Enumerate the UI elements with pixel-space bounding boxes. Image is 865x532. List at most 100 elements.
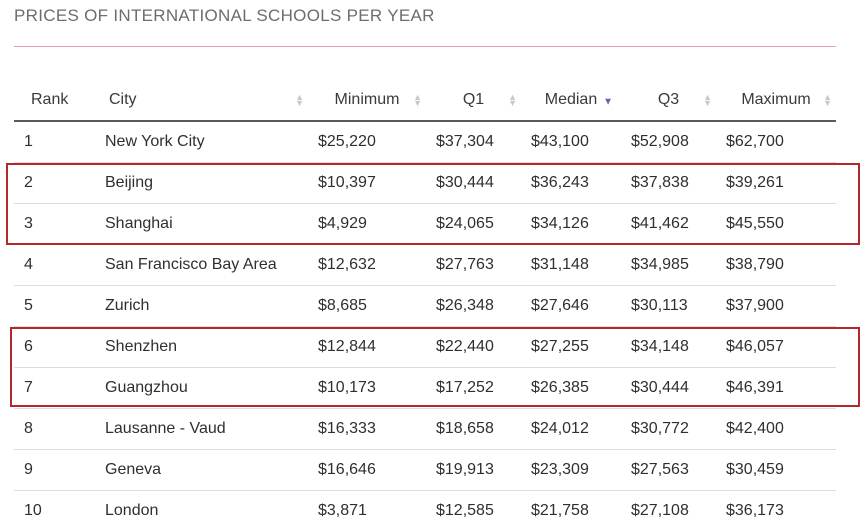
cell-maximum: $46,391 (716, 367, 836, 409)
cell-maximum: $42,400 (716, 408, 836, 450)
cell-rank: 6 (14, 326, 104, 368)
table-row: 7 Guangzhou $10,173 $17,252 $26,385 $30,444 $4… (14, 367, 836, 409)
table-row: 1 New York City $25,220 $37,304 $43,100 $52,9… (14, 121, 836, 163)
cell-median: $24,012 (521, 408, 621, 450)
cell-q3: $27,563 (621, 449, 716, 491)
cell-q1: $26,348 (426, 285, 521, 327)
title-divider (14, 46, 836, 47)
sort-icon[interactable]: ▲ ▼ (823, 92, 832, 108)
sort-descending-icon[interactable]: ▼ (603, 96, 613, 108)
cell-minimum: $10,173 (308, 367, 426, 409)
cell-q3: $27,108 (631, 502, 689, 519)
cell-city: London (105, 502, 159, 519)
cell-city: Geneva (104, 449, 308, 491)
cell-minimum: $16,333 (308, 408, 426, 450)
sort-icon[interactable]: ▲ ▼ (295, 92, 304, 108)
cell-city: Shenzhen (104, 326, 308, 368)
table-row: 3 Shanghai $4,929 $24,065 $34,126 $41,462 $45,… (14, 203, 836, 245)
cell-rank: 1 (14, 121, 104, 163)
cell-q1: $27,763 (426, 244, 521, 286)
cell-q3: $41,462 (621, 203, 716, 245)
cell-median: $34,126 (521, 203, 621, 245)
cell-q3: $30,772 (621, 408, 716, 450)
cell-median: $31,148 (521, 244, 621, 286)
cell-q1: $17,252 (426, 367, 521, 409)
cell-city: Shanghai (104, 203, 308, 245)
cell-maximum: $30,459 (716, 449, 836, 491)
cell-minimum: $4,929 (308, 203, 426, 245)
cell-q1: $37,304 (426, 121, 521, 163)
column-header-city[interactable]: City ▲ ▼ (104, 80, 308, 122)
cell-minimum: $10,397 (308, 162, 426, 204)
schools-price-table: Rank City ▲ ▼ Minimum ▲ ▼ Q1 ▲ ▼ Median ▼ Q… (14, 80, 836, 531)
cell-minimum: $3,871 (318, 502, 367, 519)
page-title: PRICES OF INTERNATIONAL SCHOOLS PER YEAR (14, 6, 435, 25)
cell-q1: $24,065 (426, 203, 521, 245)
table-row: 2 Beijing $10,397 $30,444 $36,243 $37,838 $39,… (14, 162, 836, 204)
table-row: 9 Geneva $16,646 $19,913 $23,309 $27,563 $30,4… (14, 449, 836, 491)
cell-minimum: $25,220 (308, 121, 426, 163)
cell-median: $36,243 (521, 162, 621, 204)
cell-rank: 9 (14, 449, 104, 491)
cell-rank: 2 (14, 162, 104, 204)
column-header-label: Q3 (657, 91, 680, 108)
cell-median: $21,758 (531, 502, 589, 519)
column-header-maximum[interactable]: Maximum ▲ ▼ (716, 80, 836, 122)
sort-icon[interactable]: ▲ ▼ (413, 92, 422, 108)
table-row: 8 Lausanne - Vaud $16,333 $18,658 $24,012 $30… (14, 408, 836, 450)
column-header-label: Maximum (741, 91, 811, 108)
cell-rank: 3 (14, 203, 104, 245)
cell-city: Zurich (104, 285, 308, 327)
column-header-q1[interactable]: Q1 ▲ ▼ (426, 80, 521, 122)
cell-q3: $52,908 (621, 121, 716, 163)
column-header-label: Rank (31, 91, 69, 108)
cell-median: $23,309 (521, 449, 621, 491)
cell-q1: $19,913 (426, 449, 521, 491)
column-header-label: City (109, 91, 137, 108)
table-body: 1 New York City $25,220 $37,304 $43,100 $52,9… (14, 121, 836, 531)
column-header-label: Median (544, 91, 598, 108)
cell-city: San Francisco Bay Area (104, 244, 308, 286)
cell-q3: $34,985 (621, 244, 716, 286)
cell-maximum: $45,550 (716, 203, 836, 245)
cell-rank: 8 (14, 408, 104, 450)
column-header-label: Q1 (462, 91, 485, 108)
column-header-rank[interactable]: Rank (14, 80, 104, 122)
table-row: 4 San Francisco Bay Area $12,632 $27,763 $31… (14, 244, 836, 286)
cell-maximum: $38,790 (716, 244, 836, 286)
cell-maximum: $39,261 (716, 162, 836, 204)
cell-median: $27,255 (521, 326, 621, 368)
cell-q3: $34,148 (621, 326, 716, 368)
cell-q1: $12,585 (436, 502, 494, 519)
cell-median: $27,646 (521, 285, 621, 327)
cell-median: $43,100 (521, 121, 621, 163)
sort-icon[interactable]: ▲ ▼ (508, 92, 517, 108)
cell-q3: $30,444 (621, 367, 716, 409)
column-header-median[interactable]: Median ▼ (521, 80, 621, 122)
cell-rank: 7 (14, 367, 104, 409)
cell-median: $26,385 (521, 367, 621, 409)
cell-q1: $22,440 (426, 326, 521, 368)
cell-maximum: $37,900 (716, 285, 836, 327)
sort-icon[interactable]: ▲ ▼ (703, 92, 712, 108)
cell-city: Beijing (104, 162, 308, 204)
cell-rank: 10 (24, 502, 42, 519)
cell-rank: 5 (14, 285, 104, 327)
cell-minimum: $12,844 (308, 326, 426, 368)
column-header-q3[interactable]: Q3 ▲ ▼ (621, 80, 716, 122)
cell-minimum: $12,632 (308, 244, 426, 286)
cell-city: Guangzhou (104, 367, 308, 409)
cell-maximum: $62,700 (716, 121, 836, 163)
table-row: 5 Zurich $8,685 $26,348 $27,646 $30,113 $37,90… (14, 285, 836, 327)
cell-minimum: $16,646 (308, 449, 426, 491)
cell-maximum: $36,173 (726, 502, 784, 519)
cell-q1: $30,444 (426, 162, 521, 204)
column-header-label: Minimum (334, 91, 400, 108)
cell-maximum: $46,057 (716, 326, 836, 368)
table-row: 6 Shenzhen $12,844 $22,440 $27,255 $34,148 $46… (14, 326, 836, 368)
cell-rank: 4 (14, 244, 104, 286)
table-header-row: Rank City ▲ ▼ Minimum ▲ ▼ Q1 ▲ ▼ Median ▼ Q… (14, 80, 836, 122)
cell-city: Lausanne - Vaud (104, 408, 308, 450)
cell-q1: $18,658 (426, 408, 521, 450)
column-header-minimum[interactable]: Minimum ▲ ▼ (308, 80, 426, 122)
